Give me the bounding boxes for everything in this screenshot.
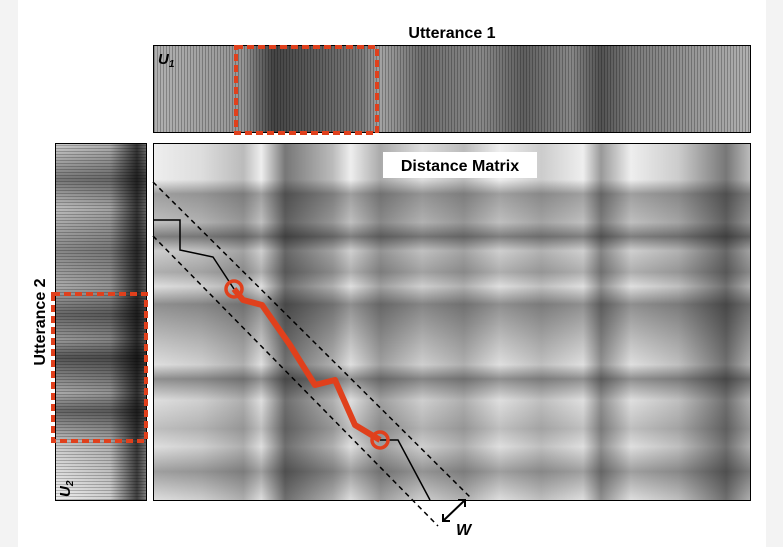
matrix-title-box — [383, 152, 537, 178]
path-endpoint — [370, 430, 390, 450]
label-letter: U — [57, 485, 74, 497]
matrix-title: Distance Matrix — [401, 158, 519, 175]
warp-path — [380, 439, 431, 501]
window-label: W — [456, 522, 473, 539]
left-title: Utterance 2 — [32, 278, 49, 365]
warp-path — [153, 219, 235, 290]
highlight-top — [234, 45, 379, 135]
label-subscript: 1 — [169, 59, 175, 70]
distance-matrix — [153, 143, 751, 501]
highlight-left — [51, 292, 148, 443]
top-label: U1 — [158, 51, 175, 70]
window-boundary — [152, 181, 473, 500]
window-arrow — [442, 499, 466, 522]
arrow-head — [458, 499, 466, 507]
spectrogram-top — [153, 45, 751, 133]
path-endpoint — [224, 279, 244, 299]
matched-path — [231, 287, 382, 443]
top-title: Utterance 1 — [408, 25, 495, 42]
window-boundary — [152, 235, 439, 527]
label-letter: U — [158, 51, 170, 68]
label-subscript: 2 — [65, 480, 76, 487]
arrow-head — [442, 514, 450, 522]
left-label: U2 — [57, 480, 76, 497]
